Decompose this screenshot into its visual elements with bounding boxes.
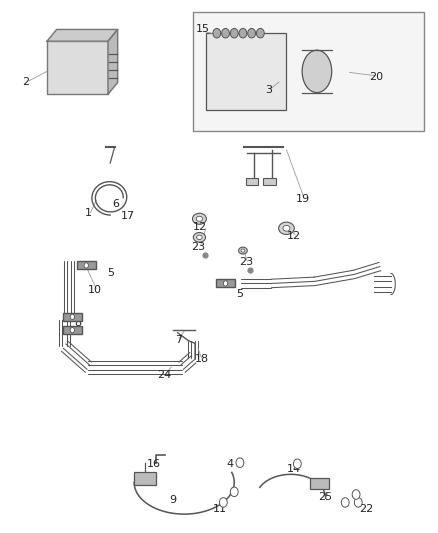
Bar: [311, 478, 328, 489]
Circle shape: [352, 490, 360, 499]
Circle shape: [293, 459, 301, 469]
Circle shape: [213, 28, 221, 38]
Ellipse shape: [193, 232, 205, 242]
Circle shape: [222, 28, 230, 38]
Text: 17: 17: [121, 211, 135, 221]
Bar: [246, 179, 258, 185]
Circle shape: [230, 487, 238, 497]
Text: 16: 16: [147, 459, 161, 469]
Ellipse shape: [197, 235, 202, 239]
Text: 14: 14: [287, 464, 301, 474]
Circle shape: [236, 458, 244, 467]
Text: 20: 20: [370, 71, 384, 82]
Text: 19: 19: [296, 193, 310, 204]
Circle shape: [70, 314, 74, 319]
Ellipse shape: [196, 216, 202, 221]
Ellipse shape: [302, 50, 332, 93]
Text: 12: 12: [287, 231, 301, 241]
Circle shape: [354, 498, 362, 507]
Circle shape: [219, 498, 227, 507]
Bar: [206, 33, 286, 110]
Circle shape: [84, 263, 88, 268]
Bar: [193, 12, 424, 131]
Text: 3: 3: [265, 85, 272, 95]
Text: 7: 7: [175, 335, 183, 345]
Text: 8: 8: [74, 318, 81, 328]
Ellipse shape: [192, 213, 206, 224]
Text: 15: 15: [196, 24, 210, 34]
Text: 22: 22: [359, 504, 373, 514]
Ellipse shape: [279, 222, 294, 235]
Bar: [63, 326, 82, 334]
Text: 10: 10: [88, 285, 102, 295]
Bar: [263, 179, 276, 185]
Bar: [77, 262, 96, 269]
Text: 1: 1: [85, 208, 92, 219]
Text: 25: 25: [318, 492, 332, 502]
Polygon shape: [108, 29, 117, 94]
Text: 4: 4: [226, 459, 233, 469]
Text: 24: 24: [158, 370, 172, 379]
Text: 6: 6: [113, 199, 119, 209]
Bar: [63, 313, 82, 321]
Circle shape: [223, 281, 228, 286]
Bar: [134, 472, 156, 485]
Text: 5: 5: [107, 269, 114, 278]
Circle shape: [341, 498, 349, 507]
Bar: [216, 279, 235, 287]
Text: 12: 12: [192, 222, 206, 232]
Text: 9: 9: [170, 495, 177, 505]
Ellipse shape: [283, 225, 290, 231]
Ellipse shape: [239, 247, 247, 254]
Text: 5: 5: [237, 289, 244, 299]
Ellipse shape: [241, 249, 245, 252]
Text: 13: 13: [133, 474, 147, 483]
Text: 2: 2: [22, 77, 29, 87]
Text: 11: 11: [213, 504, 227, 514]
Bar: [47, 41, 108, 94]
Circle shape: [239, 28, 247, 38]
Circle shape: [248, 28, 255, 38]
Circle shape: [256, 28, 264, 38]
Polygon shape: [47, 29, 117, 41]
Text: 23: 23: [191, 242, 205, 252]
Circle shape: [230, 28, 238, 38]
Circle shape: [70, 327, 74, 333]
Text: 23: 23: [239, 257, 253, 267]
Text: 18: 18: [194, 354, 208, 364]
